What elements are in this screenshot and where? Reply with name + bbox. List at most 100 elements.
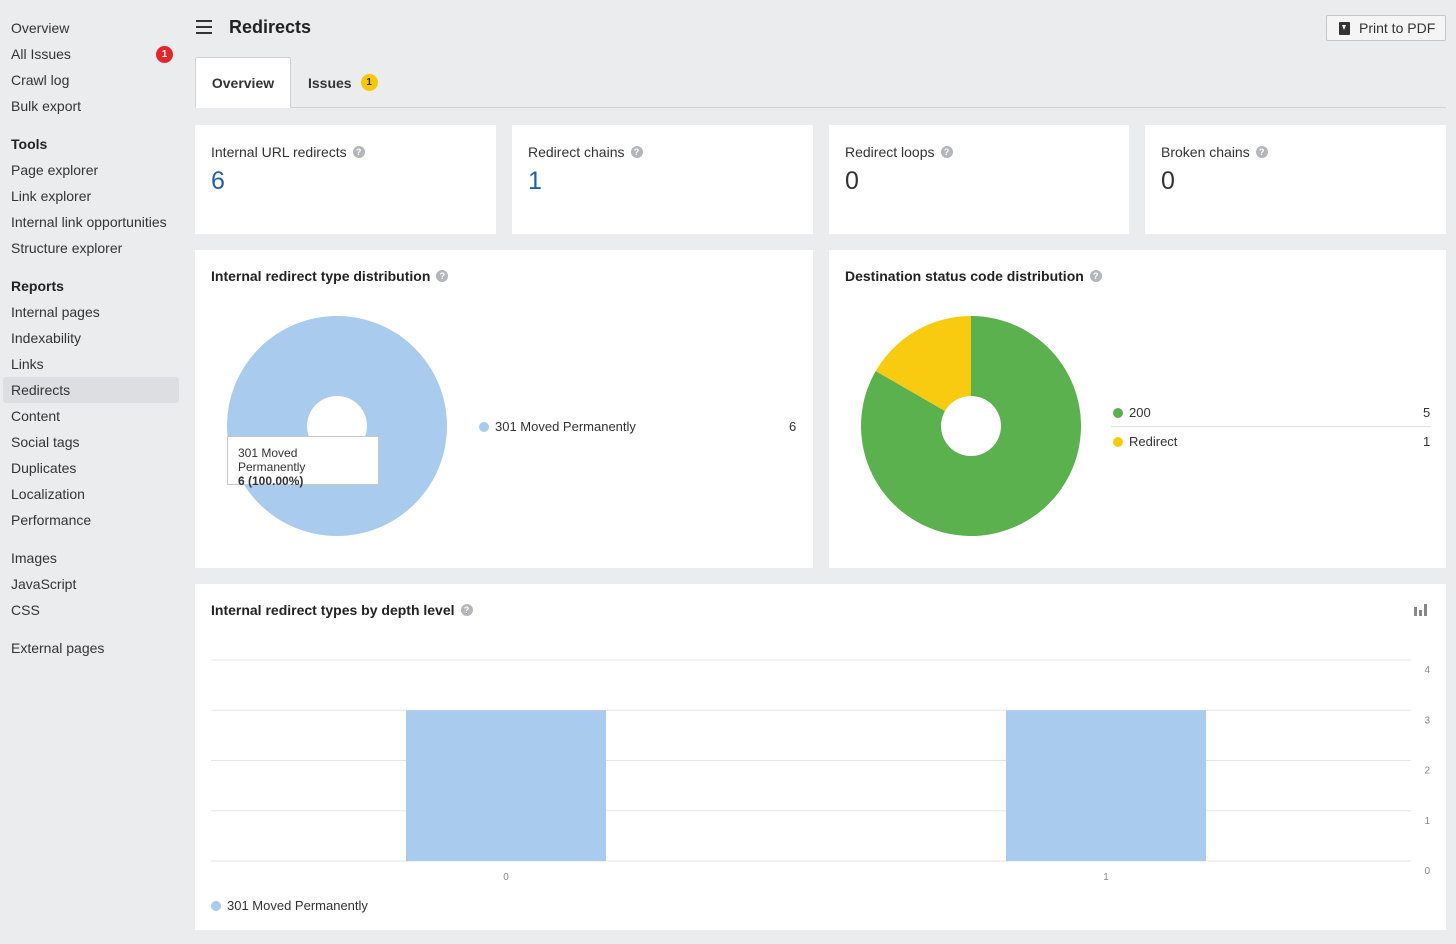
legend-label: 301 Moved Permanently: [227, 898, 368, 913]
legend-dot-icon: [479, 421, 489, 432]
sidebar-item-link-explorer[interactable]: Link explorer: [3, 183, 179, 209]
sidebar-item-label: Link explorer: [11, 188, 92, 204]
sidebar-item-javascript[interactable]: JavaScript: [3, 571, 179, 597]
bar-depth-0[interactable]: [406, 710, 606, 861]
sidebar-item-label: Overview: [11, 20, 70, 36]
sidebar-item-localization[interactable]: Localization: [3, 481, 179, 507]
bar-chart-icon[interactable]: [1414, 604, 1428, 616]
sidebar-item-label: Crawl log: [11, 72, 70, 88]
sidebar-item-structure-explorer[interactable]: Structure explorer: [3, 235, 179, 261]
sidebar-item-label: Internal link opportunities: [11, 214, 167, 230]
sidebar-item-content[interactable]: Content: [3, 403, 179, 429]
stat-value: 0: [845, 167, 859, 195]
stat-label: Redirect loops?: [845, 144, 953, 160]
hamburger-menu-icon[interactable]: [196, 20, 212, 34]
tab-overview[interactable]: Overview: [195, 57, 291, 108]
sidebar-item-duplicates[interactable]: Duplicates: [3, 455, 179, 481]
legend-item-200[interactable]: 200: [1113, 405, 1151, 420]
help-icon[interactable]: ?: [460, 604, 473, 616]
legend-divider: [1111, 426, 1431, 427]
status-code-pie-chart: [861, 316, 1081, 536]
help-icon[interactable]: ?: [352, 146, 365, 158]
legend-label: Redirect: [1129, 434, 1178, 449]
legend-item-301[interactable]: 301 Moved Permanently: [211, 898, 368, 913]
sidebar-item-redirects[interactable]: Redirects: [3, 377, 179, 403]
y-tick-label: 3: [1424, 715, 1430, 726]
issues-count-badge: 1: [156, 46, 173, 63]
chart-title: Internal redirect type distribution?: [211, 268, 449, 284]
sidebar-item-overview[interactable]: Overview: [3, 15, 179, 41]
sidebar-item-label: Indexability: [11, 330, 82, 346]
tab-label: Issues: [308, 74, 352, 91]
redirect-type-pie-chart: [227, 316, 447, 536]
chart-title: Destination status code distribution?: [845, 268, 1102, 284]
stat-label-text: Internal URL redirects: [211, 144, 347, 160]
help-icon[interactable]: ?: [630, 146, 643, 158]
sidebar-item-internal-pages[interactable]: Internal pages: [3, 299, 179, 325]
stat-card-internal-url-redirects: Internal URL redirects? 6: [195, 125, 496, 234]
chart-title-text: Internal redirect type distribution: [211, 268, 431, 284]
legend-label: 200: [1129, 405, 1151, 420]
stat-card-redirect-chains: Redirect chains? 1: [512, 125, 813, 234]
sidebar-item-indexability[interactable]: Indexability: [3, 325, 179, 351]
issues-tab-badge: 1: [360, 74, 378, 91]
help-icon[interactable]: ?: [1089, 270, 1102, 282]
stat-card-redirect-loops: Redirect loops? 0: [829, 125, 1129, 234]
tab-label: Overview: [211, 74, 275, 91]
tooltip-label: 301 Moved Permanently: [238, 446, 306, 474]
stat-value: 0: [1161, 167, 1175, 195]
sidebar-item-external-pages[interactable]: External pages: [3, 635, 179, 661]
sidebar-item-label: JavaScript: [11, 576, 77, 592]
stat-label: Broken chains?: [1161, 144, 1268, 160]
sidebar-item-images[interactable]: Images: [3, 545, 179, 571]
sidebar-item-label: Structure explorer: [11, 240, 123, 256]
bar-depth-1[interactable]: [1006, 710, 1206, 861]
stat-label-text: Broken chains: [1161, 144, 1250, 160]
legend-item-301[interactable]: 301 Moved Permanently: [479, 419, 636, 434]
legend-dot-icon: [1113, 407, 1123, 418]
y-tick-label: 0: [1424, 866, 1430, 877]
sidebar-item-bulk-export[interactable]: Bulk export: [3, 93, 179, 119]
sidebar-item-internal-link-opportunities[interactable]: Internal link opportunities: [3, 209, 179, 235]
help-icon[interactable]: ?: [940, 146, 953, 158]
stat-value-link[interactable]: 6: [211, 167, 225, 195]
sidebar-item-label: Internal pages: [11, 304, 100, 320]
sidebar-item-label: All Issues: [11, 46, 71, 62]
x-tick-label: 1: [1103, 872, 1109, 883]
sidebar-item-social-tags[interactable]: Social tags: [3, 429, 179, 455]
sidebar-item-all-issues[interactable]: All Issues 1: [3, 41, 179, 67]
legend-item-redirect[interactable]: Redirect: [1113, 434, 1177, 449]
chart-title: Internal redirect types by depth level?: [211, 602, 473, 618]
sidebar-item-label: CSS: [11, 602, 40, 618]
sidebar-heading-tools: Tools: [11, 136, 48, 152]
chart-tooltip: 301 Moved Permanently 6 (100.00%): [227, 436, 379, 488]
legend-label: 301 Moved Permanently: [495, 419, 636, 434]
sidebar-item-label: Page explorer: [11, 162, 99, 178]
stat-card-broken-chains: Broken chains? 0: [1145, 125, 1446, 234]
sidebar-heading-reports: Reports: [11, 278, 64, 294]
sidebar-item-label: Bulk export: [11, 98, 82, 114]
y-tick-label: 1: [1424, 816, 1430, 827]
sidebar: Overview All Issues 1 Crawl log Bulk expo…: [0, 0, 184, 944]
sidebar-item-label: Images: [11, 550, 57, 566]
sidebar-item-page-explorer[interactable]: Page explorer: [3, 157, 179, 183]
stat-label: Redirect chains?: [528, 144, 643, 160]
sidebar-item-links[interactable]: Links: [3, 351, 179, 377]
stat-value-link[interactable]: 1: [528, 167, 542, 195]
legend-dot-icon: [1113, 436, 1123, 447]
sidebar-item-performance[interactable]: Performance: [3, 507, 179, 533]
stat-label-text: Redirect loops: [845, 144, 935, 160]
sidebar-item-crawl-log[interactable]: Crawl log: [3, 67, 179, 93]
print-to-pdf-button[interactable]: Print to PDF: [1326, 15, 1446, 41]
pie-slice-redirect[interactable]: [875, 316, 971, 426]
sidebar-item-label: External pages: [11, 640, 105, 656]
tooltip-value: 6 (100.00%): [238, 474, 304, 488]
help-icon[interactable]: ?: [436, 270, 449, 282]
help-icon[interactable]: ?: [1255, 146, 1268, 158]
sidebar-item-label: Social tags: [11, 434, 80, 450]
x-tick-label: 0: [503, 872, 509, 883]
tab-issues[interactable]: Issues 1: [308, 57, 378, 108]
print-to-pdf-label: Print to PDF: [1359, 20, 1436, 36]
sidebar-item-css[interactable]: CSS: [3, 597, 179, 623]
sidebar-item-label: Localization: [11, 486, 85, 502]
